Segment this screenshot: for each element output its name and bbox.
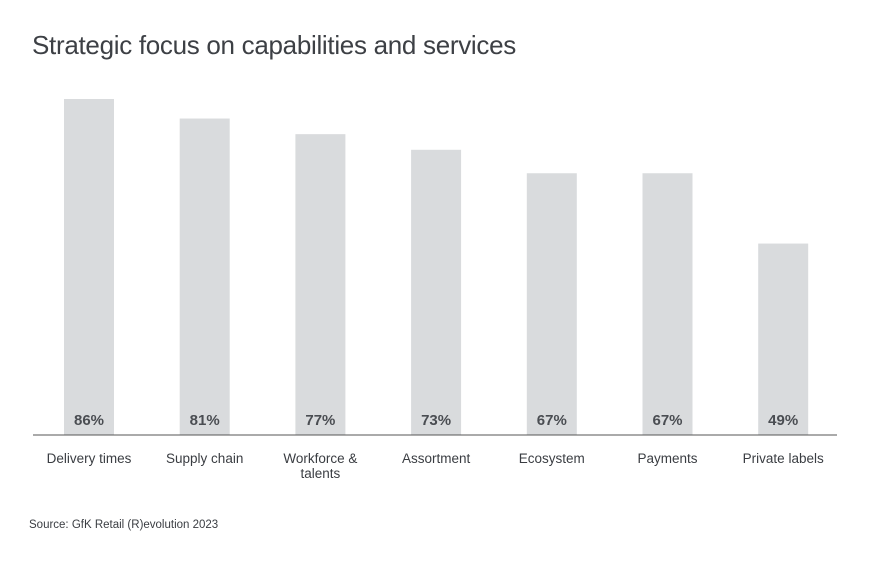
category-label-line: Workforce & (283, 451, 357, 466)
bar-delivery-times (64, 99, 114, 435)
category-label-line: Private labels (743, 451, 824, 466)
bar-value-label: 67% (652, 412, 682, 429)
category-label: Private labels (743, 451, 824, 466)
category-label: Supply chain (166, 451, 243, 466)
bar-value-label: 73% (421, 412, 451, 429)
category-label: Payments (637, 451, 697, 466)
bar-value-label: 81% (190, 412, 220, 429)
bar-ecosystem (526, 173, 577, 436)
bar-supply-chain (179, 118, 230, 435)
category-label: Workforce & talents (283, 451, 357, 481)
category-label: Assortment (402, 451, 471, 466)
bar-payments (642, 173, 693, 436)
category-label-line: talents (301, 466, 341, 481)
category-label: Ecosystem (519, 451, 585, 466)
category-label-line: Supply chain (166, 451, 243, 466)
category-labels: Delivery times Supply chain Workforce & tal… (47, 451, 824, 481)
category-label: Delivery times (47, 451, 132, 466)
bars-group: 86% 81% 77% 73% 67% 67% 49% (64, 99, 809, 436)
category-label-line: Ecosystem (519, 451, 585, 466)
bar-private-labels (758, 243, 809, 435)
bar-value-label: 49% (768, 412, 798, 429)
bar-workforce-talents (295, 134, 346, 436)
category-label-line: Payments (637, 451, 697, 466)
category-label-line: Delivery times (47, 451, 132, 466)
source-note: Source: GfK Retail (R)evolution 2023 (29, 519, 219, 531)
bar-value-label: 86% (74, 412, 104, 429)
chart-title: Strategic focus on capabilities and serv… (32, 30, 516, 60)
category-label-line: Assortment (402, 451, 471, 466)
bar-assortment (411, 149, 462, 435)
bar-value-label: 67% (537, 412, 567, 429)
bar-value-label: 77% (305, 412, 335, 429)
